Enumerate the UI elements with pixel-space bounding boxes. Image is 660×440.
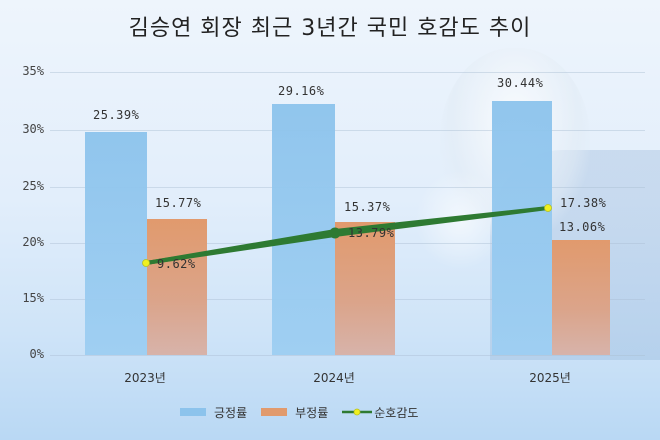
chart-legend: 긍정률 부정률 순호감도 (180, 404, 432, 420)
value-label-net-2025: 17.38% (560, 196, 607, 210)
x-label-2024: 2024년 (313, 371, 355, 385)
value-label-negative-2025: 13.06% (559, 220, 606, 234)
value-label-net-2024: 13.79% (348, 226, 395, 240)
bar-positive-2025 (492, 101, 552, 355)
bar-positive-2024 (272, 104, 335, 355)
x-label-2025: 2025년 (529, 371, 571, 385)
y-tick-label: 15% (22, 291, 44, 305)
y-tick-label: 35% (22, 64, 44, 78)
gridline-35 (50, 72, 645, 73)
y-tick-label: 0% (29, 347, 44, 361)
net-marker-2024 (329, 227, 341, 239)
legend-item-negative: 부정률 (261, 404, 328, 421)
legend-label: 순호감도 (374, 405, 419, 420)
green-line-marker-icon (342, 408, 373, 416)
value-label-negative-2024: 15.37% (344, 200, 391, 214)
gridline-0 (50, 355, 645, 356)
bar-negative-2023 (147, 219, 207, 355)
gridline-30 (50, 130, 645, 131)
y-tick-label: 30% (22, 122, 44, 136)
chart-title: 김승연 회장 최근 3년간 국민 호감도 추이 (128, 16, 532, 41)
bar-negative-2025 (552, 240, 610, 355)
legend-item-positive: 긍정률 (180, 404, 247, 421)
gridline-25 (50, 187, 645, 188)
bar-negative-2024 (335, 222, 395, 355)
legend-item-net: 순호감도 (342, 404, 418, 421)
net-marker-2023 (142, 259, 150, 267)
legend-label: 부정률 (295, 405, 329, 420)
x-label-2023: 2023년 (124, 371, 166, 385)
value-label-positive-2023: 25.39% (93, 108, 140, 122)
y-tick-label: 20% (22, 235, 44, 249)
value-label-positive-2025: 30.44% (497, 76, 544, 90)
y-tick-label: 25% (22, 179, 44, 193)
value-label-negative-2023: 15.77% (155, 196, 202, 210)
blue-bar-swatch-icon (180, 408, 206, 416)
value-label-net-2023: 9.62% (157, 257, 196, 271)
orange-bar-swatch-icon (261, 408, 288, 416)
value-label-positive-2024: 29.16% (278, 84, 325, 98)
legend-label: 긍정률 (214, 405, 248, 420)
bar-positive-2023 (85, 132, 147, 355)
net-marker-2025 (544, 204, 552, 212)
